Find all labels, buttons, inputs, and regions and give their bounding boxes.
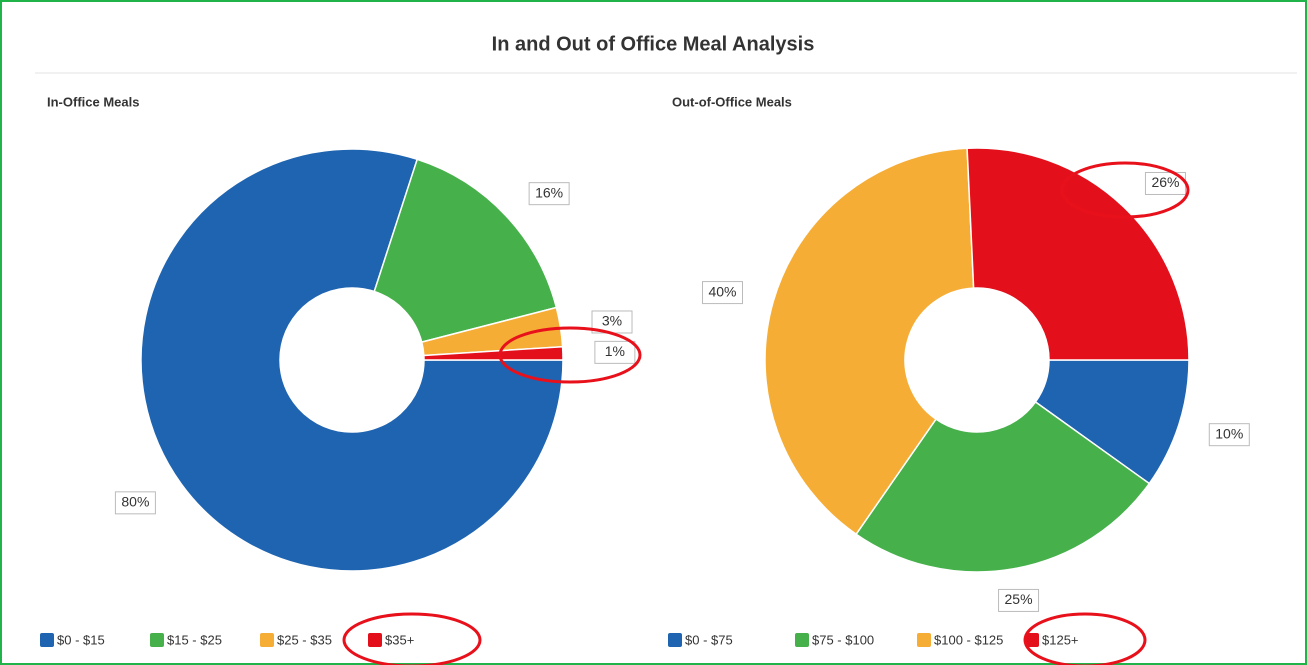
label-box: [114, 491, 156, 515]
legend-swatch: [150, 633, 164, 647]
annotations: [342, 161, 1190, 665]
label-text: 10%: [1215, 425, 1243, 441]
label-box: [1208, 423, 1250, 447]
pie-slice: [966, 147, 1190, 361]
legend-swatch: [1025, 633, 1039, 647]
data-label: 3%: [591, 310, 633, 334]
data-label: 16%: [528, 182, 570, 206]
legend-label: $0 - $75: [685, 632, 733, 647]
legend-label: $15 - $25: [167, 632, 222, 647]
label-text: 25%: [1005, 591, 1033, 607]
data-label: 26%: [1144, 171, 1186, 195]
highlight-ellipse: [1060, 161, 1190, 219]
pie-slice: [423, 345, 564, 361]
page-title: In and Out of Office Meal Analysis: [492, 33, 815, 55]
highlight-ellipse: [342, 612, 482, 665]
data-label: 40%: [701, 281, 743, 305]
pie-slice: [764, 147, 975, 536]
charts: In-Office Meals 80% 16% 3% 1% $0 - $15 $15 - $…: [40, 94, 1250, 647]
label-box: [998, 588, 1040, 612]
legend-label: $25 - $35: [277, 632, 332, 647]
data-label: 25%: [998, 588, 1040, 612]
legend-label: $35+: [385, 632, 414, 647]
label-text: 40%: [708, 283, 736, 299]
legend-swatch: [260, 633, 274, 647]
legend-swatch: [917, 633, 931, 647]
legend-label: $100 - $125: [934, 632, 1003, 647]
data-label: 1%: [594, 340, 636, 364]
label-text: 16%: [535, 184, 563, 200]
label-box: [528, 182, 570, 206]
data-label: 10%: [1208, 423, 1250, 447]
label-box: [594, 340, 636, 364]
label-box: [701, 281, 743, 305]
legend-label: $0 - $15: [57, 632, 105, 647]
pie-slice: [855, 400, 1151, 573]
legend-swatch: [40, 633, 54, 647]
highlight-ellipse: [1023, 612, 1147, 665]
legend-swatch: [795, 633, 809, 647]
pie-slice: [373, 158, 558, 344]
chart-title: In-Office Meals: [47, 94, 139, 109]
legend-swatch: [668, 633, 682, 647]
label-text: 3%: [602, 313, 622, 329]
pie-slice: [140, 148, 564, 572]
legend-label: $125+: [1042, 632, 1079, 647]
label-text: 26%: [1151, 174, 1179, 190]
label-text: 80%: [121, 494, 149, 510]
chart-title: Out-of-Office Meals: [672, 94, 792, 109]
legend-swatch: [368, 633, 382, 647]
legend-label: $75 - $100: [812, 632, 874, 647]
label-text: 1%: [605, 343, 625, 359]
highlight-ellipse: [498, 326, 642, 384]
data-label: 80%: [114, 491, 156, 515]
